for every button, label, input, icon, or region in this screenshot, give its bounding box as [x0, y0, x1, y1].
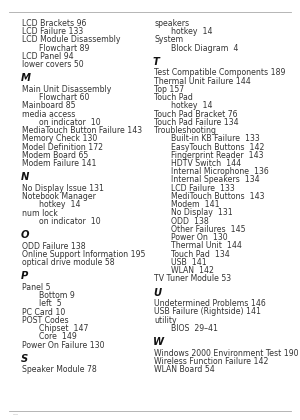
Text: hotkey  14: hotkey 14 — [171, 101, 212, 110]
Text: No Display  131: No Display 131 — [171, 208, 233, 218]
Text: Power On Failure 130: Power On Failure 130 — [22, 341, 105, 349]
Text: No Display Issue 131: No Display Issue 131 — [22, 184, 104, 193]
Text: WLAN  142: WLAN 142 — [171, 266, 214, 275]
Text: Chipset  147: Chipset 147 — [39, 324, 88, 333]
Text: ODD  138: ODD 138 — [171, 217, 209, 226]
Text: ODD Failure 138: ODD Failure 138 — [22, 241, 86, 251]
Text: W: W — [153, 337, 164, 347]
Text: media access: media access — [22, 110, 76, 118]
Text: Touch Pad  134: Touch Pad 134 — [171, 249, 230, 259]
Text: Touch Pad Bracket 76: Touch Pad Bracket 76 — [154, 110, 238, 118]
Text: U: U — [153, 288, 161, 297]
Text: TV Tuner Module 53: TV Tuner Module 53 — [154, 274, 232, 283]
Text: T: T — [153, 57, 160, 67]
Text: hotkey  14: hotkey 14 — [171, 27, 212, 36]
Text: LCD Failure 133: LCD Failure 133 — [22, 27, 84, 36]
Text: BIOS  29–41: BIOS 29–41 — [171, 324, 218, 333]
Text: Notebook Manager: Notebook Manager — [22, 192, 96, 201]
Text: utility: utility — [154, 315, 177, 325]
Text: USB  141: USB 141 — [171, 258, 207, 267]
Text: Core  149: Core 149 — [39, 332, 77, 341]
Text: Internal Speakers  134: Internal Speakers 134 — [171, 176, 260, 184]
Text: Thermal Unit  144: Thermal Unit 144 — [171, 241, 242, 250]
Text: Online Support Information 195: Online Support Information 195 — [22, 250, 146, 259]
Text: Test Compatible Components 189: Test Compatible Components 189 — [154, 68, 286, 77]
Text: LCD Panel 94: LCD Panel 94 — [22, 52, 74, 61]
Text: POST Codes: POST Codes — [22, 316, 69, 325]
Text: WLAN Board 54: WLAN Board 54 — [154, 365, 215, 374]
Text: P: P — [21, 271, 28, 281]
Text: Top 157: Top 157 — [154, 85, 184, 94]
Text: USB Failure (Rightside) 141: USB Failure (Rightside) 141 — [154, 307, 262, 316]
Text: Wireless Function Failure 142: Wireless Function Failure 142 — [154, 357, 269, 366]
Text: on indicator  10: on indicator 10 — [39, 118, 100, 127]
Text: Windows 2000 Environment Test 190: Windows 2000 Environment Test 190 — [154, 349, 299, 358]
Text: Undetermined Problems 146: Undetermined Problems 146 — [154, 299, 266, 308]
Text: Flowchart 60: Flowchart 60 — [39, 93, 89, 102]
Text: System: System — [154, 35, 184, 45]
Text: Bottom 9: Bottom 9 — [39, 291, 75, 300]
Text: MediTouch Buttons  143: MediTouch Buttons 143 — [171, 192, 265, 201]
Text: Memory Check 130: Memory Check 130 — [22, 134, 98, 143]
Text: O: O — [21, 230, 29, 240]
Text: Block Diagram  4: Block Diagram 4 — [171, 44, 238, 52]
Text: left  5: left 5 — [39, 299, 62, 308]
Text: ...: ... — [12, 411, 18, 416]
Text: Speaker Module 78: Speaker Module 78 — [22, 365, 97, 375]
Text: Touch Pad Failure 134: Touch Pad Failure 134 — [154, 118, 239, 127]
Text: lower covers 50: lower covers 50 — [22, 60, 84, 69]
Text: Internal Microphone  136: Internal Microphone 136 — [171, 167, 269, 176]
Text: MediaTouch Button Failure 143: MediaTouch Button Failure 143 — [22, 126, 142, 135]
Text: EasyTouch Buttons  142: EasyTouch Buttons 142 — [171, 142, 264, 152]
Text: S: S — [21, 354, 28, 364]
Text: Fingerprint Reader  143: Fingerprint Reader 143 — [171, 151, 263, 160]
Text: Flowchart 89: Flowchart 89 — [39, 44, 89, 52]
Text: num lock: num lock — [22, 209, 58, 218]
Text: on indicator  10: on indicator 10 — [39, 217, 100, 226]
Text: LCD Brackets 96: LCD Brackets 96 — [22, 19, 87, 28]
Text: Modem Failure 141: Modem Failure 141 — [22, 159, 97, 168]
Text: Touch Pad: Touch Pad — [154, 93, 194, 102]
Text: PC Card 10: PC Card 10 — [22, 308, 66, 317]
Text: Panel 5: Panel 5 — [22, 283, 51, 292]
Text: hotkey  14: hotkey 14 — [39, 200, 80, 209]
Text: Model Definition 172: Model Definition 172 — [22, 142, 103, 152]
Text: Other Failures  145: Other Failures 145 — [171, 225, 245, 234]
Text: Modem Board 65: Modem Board 65 — [22, 151, 89, 160]
Text: Mainboard 85: Mainboard 85 — [22, 101, 76, 110]
Text: optical drive module 58: optical drive module 58 — [22, 258, 115, 267]
Text: Power On  130: Power On 130 — [171, 233, 228, 242]
Text: Modem  141: Modem 141 — [171, 200, 220, 209]
Text: Troubleshooting: Troubleshooting — [154, 126, 217, 135]
Text: Built-in KB Failure  133: Built-in KB Failure 133 — [171, 134, 260, 143]
Text: M: M — [21, 74, 31, 83]
Text: LCD Module Disassembly: LCD Module Disassembly — [22, 35, 121, 45]
Text: Main Unit Disassembly: Main Unit Disassembly — [22, 85, 112, 94]
Text: speakers: speakers — [154, 19, 190, 28]
Text: Thermal Unit Failure 144: Thermal Unit Failure 144 — [154, 77, 251, 86]
Text: HDTV Switch  144: HDTV Switch 144 — [171, 159, 241, 168]
Text: LCD Failure  133: LCD Failure 133 — [171, 184, 235, 193]
Text: N: N — [21, 172, 29, 182]
